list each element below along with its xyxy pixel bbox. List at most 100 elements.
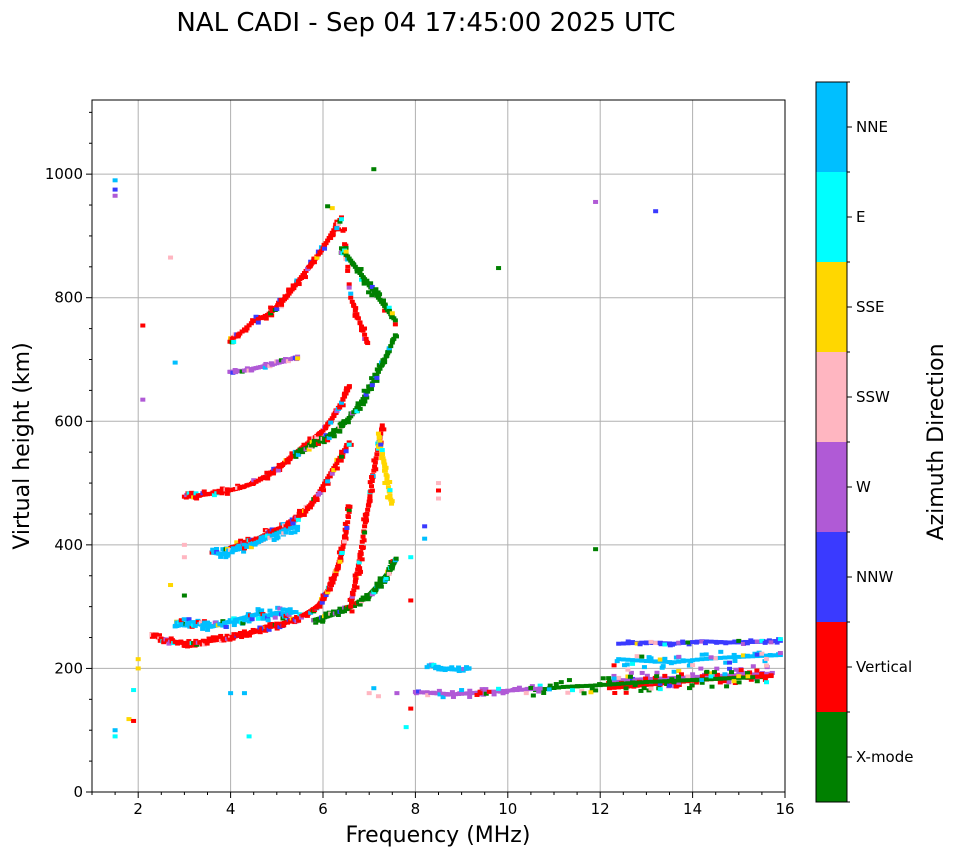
- colorbar: X-mode Vertical NNW W SSW SSE E NNE: [815, 81, 913, 803]
- echo-point: [343, 243, 349, 248]
- echo-point: [131, 718, 137, 723]
- echo-point: [466, 666, 472, 671]
- echo-point: [187, 643, 193, 648]
- colorbar-tick-label: Vertical: [856, 658, 912, 676]
- echo-point: [360, 534, 366, 539]
- y-tick-label: 600: [54, 412, 83, 430]
- echo-point: [690, 677, 696, 682]
- echo-point: [338, 400, 344, 405]
- echo-point: [588, 683, 594, 688]
- echo-point: [648, 659, 654, 664]
- echo-point: [371, 590, 377, 595]
- echo-point: [323, 241, 329, 246]
- echo-point: [181, 593, 187, 598]
- echo-point: [569, 684, 575, 689]
- echo-point: [386, 346, 392, 351]
- echo-point: [351, 588, 357, 593]
- echo-point: [218, 554, 224, 559]
- echo-point: [249, 617, 255, 622]
- echo-point: [566, 678, 572, 683]
- echo-point: [342, 609, 348, 614]
- echo-point: [690, 658, 696, 663]
- echo-point: [369, 293, 375, 298]
- echo-point: [764, 663, 770, 668]
- echo-point: [657, 687, 663, 692]
- echo-point: [181, 555, 187, 560]
- echo-point: [630, 658, 636, 663]
- echo-point: [759, 653, 765, 658]
- echo-point: [296, 282, 302, 287]
- colorbar-segment: [816, 82, 847, 172]
- echo-point: [210, 547, 216, 552]
- echo-point: [343, 249, 349, 254]
- echo-point: [660, 664, 666, 669]
- echo-point: [369, 475, 375, 480]
- echo-point: [246, 734, 252, 739]
- echo-point: [713, 656, 719, 661]
- echo-point: [708, 639, 714, 644]
- echo-point: [165, 639, 171, 644]
- echo-point: [452, 692, 458, 697]
- echo-point: [754, 674, 760, 679]
- echo-point: [436, 481, 441, 486]
- echo-point: [357, 406, 363, 411]
- echo-point: [653, 682, 659, 687]
- echo-point: [335, 612, 341, 617]
- echo-point: [740, 675, 746, 680]
- echo-point: [533, 686, 539, 691]
- echo-point: [367, 498, 373, 503]
- echo-point: [449, 665, 455, 670]
- echo-point: [699, 678, 705, 683]
- echo-point: [762, 677, 768, 682]
- echo-point: [375, 431, 381, 436]
- echo-point: [382, 308, 388, 313]
- echo-point: [773, 653, 779, 658]
- echo-point: [449, 692, 455, 697]
- echo-point: [676, 680, 682, 685]
- echo-point: [181, 617, 187, 622]
- echo-point: [202, 620, 208, 625]
- echo-point: [186, 491, 192, 496]
- echo-point: [440, 691, 446, 696]
- echo-point: [676, 678, 682, 683]
- echo-point: [238, 538, 244, 543]
- echo-point: [365, 389, 371, 394]
- echo-point: [302, 275, 308, 280]
- echo-point: [733, 667, 739, 672]
- echo-point: [228, 691, 234, 696]
- echo-point: [307, 505, 313, 510]
- echo-point: [727, 673, 733, 678]
- echo-point: [308, 610, 314, 615]
- echo-point: [345, 607, 351, 612]
- echo-point: [314, 498, 320, 503]
- echo-point: [330, 232, 336, 237]
- echo-point: [249, 368, 255, 373]
- echo-point: [382, 462, 388, 467]
- echo-point: [369, 376, 375, 381]
- echo-point: [291, 286, 297, 291]
- echo-point: [759, 651, 765, 656]
- echo-point: [362, 399, 368, 404]
- y-tick-label: 200: [54, 659, 83, 677]
- echo-point: [367, 496, 373, 501]
- echo-point: [223, 624, 229, 629]
- y-tick-label: 0: [73, 783, 83, 801]
- echo-point: [611, 678, 617, 683]
- echo-point: [366, 691, 372, 696]
- echo-point: [638, 688, 644, 693]
- echo-point: [500, 688, 506, 693]
- echo-point: [263, 628, 269, 633]
- echo-point: [379, 448, 385, 453]
- echo-point: [389, 499, 395, 504]
- echo-point: [630, 661, 636, 666]
- echo-point: [654, 674, 660, 679]
- echo-point: [389, 564, 395, 569]
- echo-point: [745, 671, 751, 676]
- echo-point: [381, 458, 387, 463]
- echo-point: [556, 685, 562, 690]
- echo-point: [316, 618, 322, 623]
- echo-point: [274, 307, 280, 312]
- echo-point: [768, 640, 774, 645]
- echo-point: [194, 496, 200, 501]
- echo-point: [140, 397, 146, 402]
